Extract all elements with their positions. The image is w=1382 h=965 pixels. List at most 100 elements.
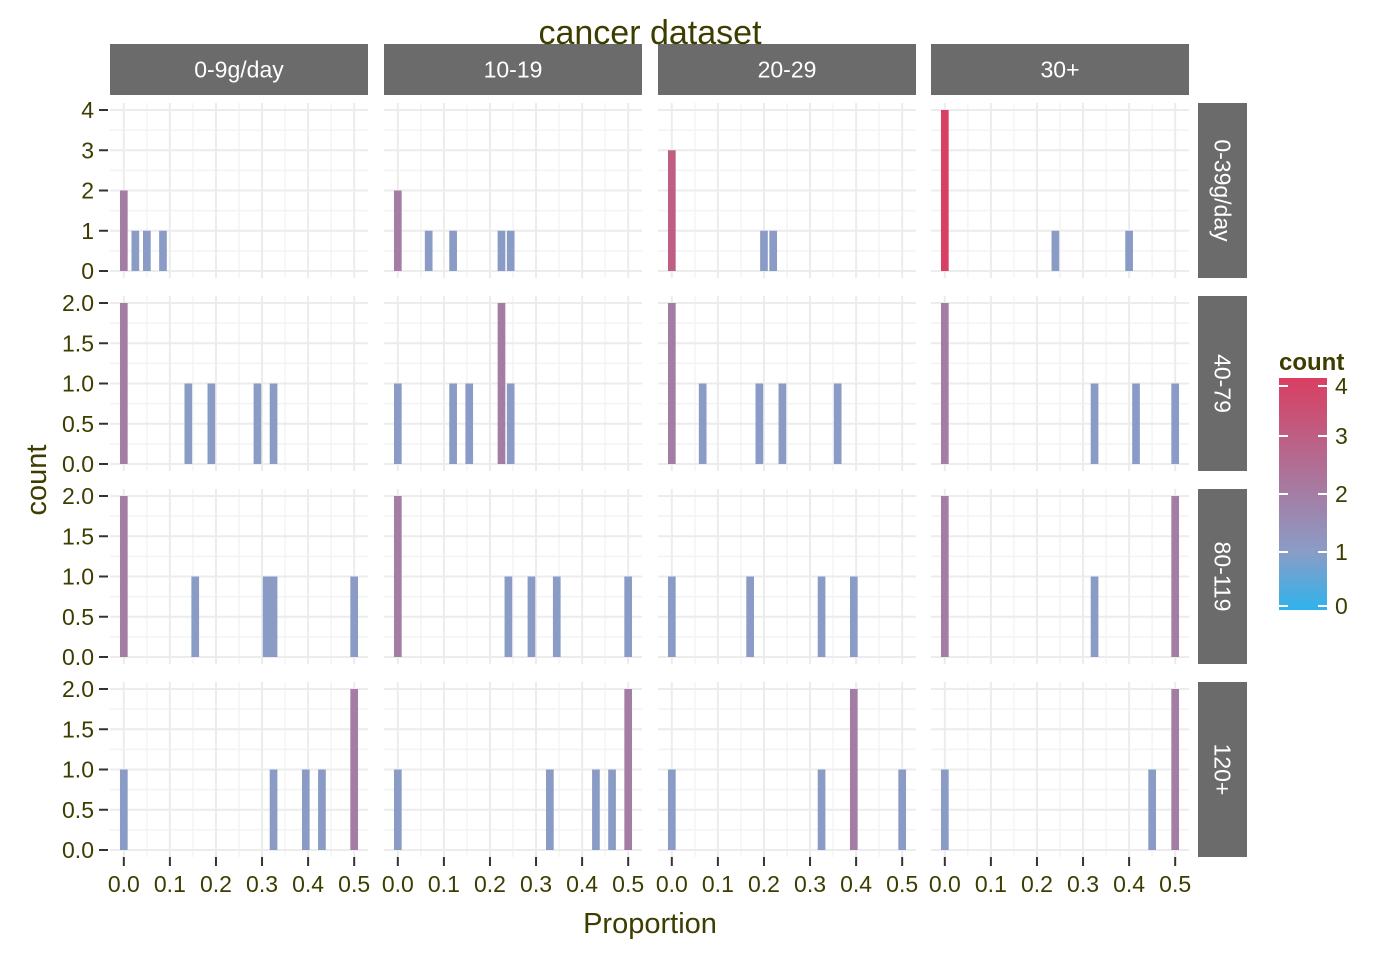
x-axis-title: Proportion xyxy=(583,908,717,940)
column-strip-background xyxy=(658,44,916,95)
facet-panel xyxy=(658,103,916,278)
histogram-bar xyxy=(849,576,858,657)
column-strip: 30+ xyxy=(931,44,1189,95)
histogram-bar xyxy=(497,230,506,271)
y-tick-label: 2.0 xyxy=(62,483,94,509)
x-tick-label: 0.4 xyxy=(840,871,872,897)
x-tick-label: 0.0 xyxy=(929,871,961,897)
histogram-bar xyxy=(1148,769,1156,850)
column-strip-label: 30+ xyxy=(1040,57,1079,83)
histogram-bar xyxy=(940,496,949,657)
histogram-bar xyxy=(833,383,842,464)
histogram-bar xyxy=(940,769,949,850)
histogram-bar xyxy=(1171,689,1180,850)
histogram-bar xyxy=(1125,230,1133,271)
histogram-bar xyxy=(350,576,359,657)
histogram-bar xyxy=(667,303,676,464)
histogram-bar xyxy=(1171,496,1180,657)
x-tick-label: 0.1 xyxy=(428,871,460,897)
histogram-bar xyxy=(465,383,474,464)
row-strip: 0-39g/day xyxy=(1198,103,1247,278)
histogram-bar xyxy=(119,190,128,271)
row-strip-background xyxy=(1198,682,1247,857)
facet-panel xyxy=(931,103,1189,278)
x-tick-label: 0.5 xyxy=(612,871,644,897)
histogram-bar xyxy=(143,230,151,271)
x-tick-label: 0.5 xyxy=(886,871,918,897)
column-strip: 0-9g/day xyxy=(110,44,368,95)
y-tick-label: 0.0 xyxy=(62,644,94,670)
histogram-bar xyxy=(624,689,633,850)
y-tick-label: 0 xyxy=(81,258,94,284)
histogram-bar xyxy=(1051,230,1060,271)
histogram-bar xyxy=(667,769,676,850)
x-tick-label: 0.5 xyxy=(1159,871,1191,897)
facet-panel xyxy=(384,103,642,278)
x-tick-label: 0.3 xyxy=(246,871,278,897)
facet-panel xyxy=(658,489,916,664)
row-strip: 80-119 xyxy=(1198,489,1247,664)
y-tick-label: 0.5 xyxy=(62,604,94,630)
x-tick-label: 0.5 xyxy=(338,871,370,897)
facet-panel xyxy=(110,489,368,664)
column-strip-label: 10-19 xyxy=(484,57,543,83)
column-strip: 10-19 xyxy=(384,44,642,95)
column-strip: 20-29 xyxy=(658,44,916,95)
y-axis-title: count xyxy=(21,445,53,516)
y-tick-label: 4 xyxy=(81,97,94,123)
y-tick-label: 1.0 xyxy=(62,757,94,783)
facet-panel xyxy=(384,296,642,471)
y-tick-label: 1 xyxy=(81,218,94,244)
chart-title: cancer dataset xyxy=(538,14,762,52)
legend-tick-label: 1 xyxy=(1335,539,1348,565)
histogram-bar xyxy=(527,576,536,657)
y-tick-label: 3 xyxy=(81,137,94,163)
histogram-bar xyxy=(1171,383,1180,464)
facet-panel xyxy=(658,296,916,471)
column-strip-label: 0-9g/day xyxy=(194,57,284,83)
x-tick-label: 0.2 xyxy=(1021,871,1053,897)
histogram-bar xyxy=(506,230,515,271)
histogram-bar xyxy=(269,383,278,464)
histogram-bar xyxy=(940,303,949,464)
histogram-bar xyxy=(119,769,128,850)
x-tick-label: 0.4 xyxy=(566,871,598,897)
row-strip-background xyxy=(1198,296,1247,471)
x-tick-label: 0.3 xyxy=(520,871,552,897)
legend-tick-label: 3 xyxy=(1335,423,1348,449)
histogram-bar xyxy=(504,576,513,657)
row-strip-label: 0-39g/day xyxy=(1210,139,1236,242)
column-strip-background xyxy=(110,44,368,95)
row-strip: 120+ xyxy=(1198,682,1247,857)
x-tick-label: 0.3 xyxy=(794,871,826,897)
row-strip-background xyxy=(1198,103,1247,278)
histogram-bar xyxy=(449,230,457,271)
legend-tick-label: 4 xyxy=(1335,373,1348,399)
histogram-bar xyxy=(131,230,140,271)
legend-title: count xyxy=(1279,349,1344,376)
histogram-bar xyxy=(769,230,778,271)
facet-panel xyxy=(384,682,642,857)
histogram-bar xyxy=(253,383,262,464)
row-strip-label: 40-79 xyxy=(1210,354,1236,413)
histogram-bar xyxy=(350,689,359,850)
histogram-bar xyxy=(318,769,326,850)
row-strip-label: 80-119 xyxy=(1210,542,1236,612)
facet-panel xyxy=(384,489,642,664)
histogram-bar xyxy=(849,689,858,850)
y-tick-label: 0.5 xyxy=(62,411,94,437)
x-tick-label: 0.4 xyxy=(292,871,324,897)
x-tick-label: 0.1 xyxy=(702,871,734,897)
histogram-bar xyxy=(755,383,764,464)
row-strip-label: 120+ xyxy=(1210,744,1236,796)
facet-panel xyxy=(931,489,1189,664)
histogram-bar xyxy=(119,303,128,464)
y-tick-label: 0.0 xyxy=(62,451,94,477)
histogram-bar xyxy=(898,769,907,850)
y-tick-label: 0.0 xyxy=(62,837,94,863)
histogram-bar xyxy=(269,576,278,657)
histogram-bar xyxy=(592,769,600,850)
column-strip-background xyxy=(931,44,1189,95)
